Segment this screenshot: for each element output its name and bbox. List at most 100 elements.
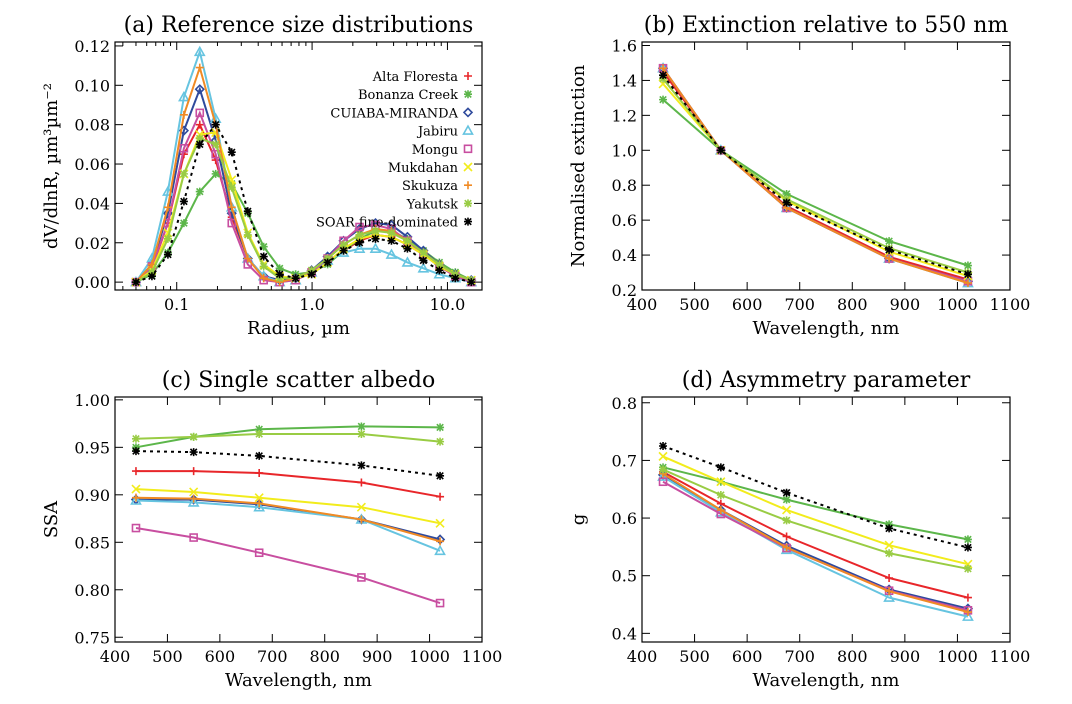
data-point (782, 505, 792, 515)
data-point (782, 495, 791, 504)
data-point (211, 120, 220, 129)
data-point (131, 434, 140, 443)
data-point (782, 543, 791, 552)
data-point (163, 234, 172, 243)
data-point (255, 468, 264, 477)
data-point (659, 64, 668, 73)
data-point (436, 423, 445, 432)
data-point (387, 236, 396, 245)
data-point (189, 448, 198, 457)
data-point (658, 477, 668, 487)
series-line (662, 83, 969, 277)
data-point (323, 258, 332, 267)
data-point (178, 90, 190, 102)
x-tick-label: 1100 (990, 295, 1031, 314)
y-tick-label: 0.95 (74, 438, 110, 457)
legend-label: Jabiru (416, 125, 458, 140)
data-point (189, 533, 198, 542)
data-point (782, 516, 791, 525)
y-tick-label: 0.7 (612, 451, 637, 470)
y-axis-label: g (568, 514, 589, 526)
data-point (179, 197, 188, 206)
y-tick-label: 0.6 (612, 509, 637, 528)
data-point (355, 222, 364, 232)
data-point (963, 543, 972, 552)
y-tick-label: 0.2 (612, 281, 637, 300)
y-tick-label: 1.4 (612, 71, 637, 90)
y-tick-label: 0.8 (612, 394, 637, 413)
data-point (885, 520, 894, 529)
series-soar-fine-dominated (131, 120, 476, 287)
series-mongu (658, 477, 973, 615)
series-line (662, 480, 969, 612)
data-point (275, 264, 284, 273)
series-mukdahan (131, 484, 445, 528)
series-line (135, 122, 472, 284)
data-point (885, 245, 894, 254)
data-point (963, 261, 972, 270)
data-point (782, 198, 791, 207)
data-point (195, 134, 204, 143)
data-point (275, 270, 284, 279)
data-point (355, 230, 364, 239)
series-line (662, 445, 969, 549)
data-point (433, 268, 446, 279)
x-tick-label: 10.0 (430, 295, 466, 314)
x-tick-label: 700 (784, 295, 815, 314)
data-point (782, 532, 791, 541)
series-line (136, 470, 441, 498)
data-point (369, 242, 382, 253)
data-point (339, 240, 348, 249)
chart-title: (d) Asymmetry parameter (682, 368, 971, 393)
series-line (135, 488, 441, 525)
data-point (179, 169, 188, 178)
data-point (254, 548, 264, 558)
data-point (211, 140, 220, 149)
series-line (662, 78, 969, 274)
data-point (401, 256, 414, 267)
chart-title: (a) Reference size distributions (124, 13, 474, 38)
legend-marker (464, 90, 472, 99)
legend-marker (464, 199, 472, 208)
chart-title: (c) Single scatter albedo (162, 368, 435, 393)
data-point (659, 95, 668, 104)
x-tick-label: 400 (100, 647, 131, 666)
series-line (662, 67, 969, 283)
x-tick-label: 600 (205, 647, 236, 666)
series-line (135, 433, 441, 443)
data-point (254, 493, 264, 503)
x-axis-label: Wavelength, nm (225, 670, 372, 691)
x-axis-label: Radius, µm (247, 318, 350, 339)
data-point (195, 140, 204, 149)
data-point (435, 260, 444, 269)
data-point (716, 146, 725, 155)
data-point (385, 248, 398, 259)
series-line (135, 450, 441, 477)
data-point (259, 242, 268, 251)
data-point (339, 246, 348, 255)
x-tick-label: 400 (627, 295, 658, 314)
series-line (662, 71, 969, 281)
data-point (716, 491, 725, 499)
data-point (963, 279, 972, 288)
data-point (131, 447, 140, 456)
data-point (963, 593, 972, 602)
data-point (243, 207, 252, 216)
y-tick-label: 1.00 (74, 391, 110, 410)
data-point (353, 242, 366, 253)
series-skukuza (131, 493, 445, 546)
series-line (135, 137, 472, 283)
data-point (189, 467, 198, 476)
data-point (963, 535, 972, 544)
series-line (662, 473, 969, 610)
data-point (195, 108, 205, 118)
data-point (163, 250, 172, 259)
x-tick-label: 800 (837, 647, 868, 666)
chart-panel-b: (b) Extinction relative to 550 nm 400 500 6… (568, 13, 1030, 339)
data-point (187, 496, 200, 507)
data-point (436, 537, 445, 546)
data-point (963, 564, 972, 573)
data-point (659, 442, 668, 450)
series-line (662, 98, 969, 267)
